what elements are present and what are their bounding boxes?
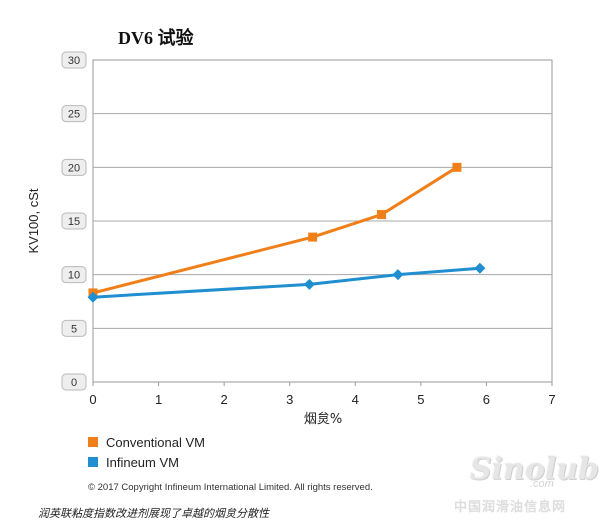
figure-caption: 润英联粘度指数改进剂展现了卓越的烟炱分散性: [38, 507, 269, 520]
y-axis-label: KV100, cSt: [26, 188, 41, 253]
series-infineum-vm: [87, 262, 486, 303]
data-point-diamond: [392, 269, 404, 281]
copyright-notice: © 2017 Copyright Infineum International …: [88, 482, 373, 493]
y-tick-label: 5: [71, 323, 77, 335]
x-tick-label: 3: [286, 392, 293, 407]
y-tick-label: 0: [71, 377, 77, 389]
watermark-site-name: 中国润滑油信息网: [454, 499, 567, 514]
y-tick-label-box: [61, 319, 87, 337]
y-tick-label: 10: [68, 270, 80, 282]
legend-swatch-infineum: [88, 457, 98, 467]
y-tick-label: 25: [68, 109, 80, 121]
legend-swatch-conventional: [88, 437, 98, 447]
x-axis-label: 烟炱%: [304, 412, 342, 427]
series-line: [92, 266, 480, 299]
legend-item-infineum-vm: Infineum VM: [88, 454, 179, 470]
data-point-diamond: [303, 278, 315, 290]
x-tick-label: 2: [221, 392, 228, 407]
y-tick-label: 15: [68, 216, 80, 228]
data-point-square: [308, 232, 318, 242]
data-point-diamond: [87, 291, 99, 303]
sinolub-watermark-logo: Sinolub .com 中国润滑油信息网: [452, 452, 599, 514]
y-tick-label: 20: [68, 162, 80, 174]
legend-label-infineum: Infineum VM: [106, 454, 179, 470]
grid-lines: [93, 113, 552, 329]
x-tick-label: 5: [417, 392, 424, 407]
chart-title: DV6 试验: [118, 28, 194, 48]
x-tick-label: 6: [483, 392, 490, 407]
y-tick-label-box: [61, 212, 87, 230]
x-tick-label: 4: [352, 392, 359, 407]
y-tick-label-box: [61, 105, 87, 123]
y-tick-label-box: [61, 158, 87, 176]
x-tick-label: 0: [89, 392, 96, 407]
legend-label-conventional: Conventional VM: [106, 434, 205, 450]
series-lines: [87, 162, 486, 303]
x-tick-label: 1: [155, 392, 162, 407]
y-tick-label-box: [61, 266, 87, 284]
data-point-diamond: [474, 262, 486, 274]
x-tick-label: 7: [548, 392, 555, 407]
series-line: [92, 166, 458, 295]
x-tick-labels: 0 1 2 3 4 5 6 7: [89, 382, 556, 407]
legend-item-conventional-vm: Conventional VM: [88, 434, 205, 450]
y-tick-labels: 0 5 10 15 20 25 30: [61, 51, 87, 391]
data-point-square: [377, 210, 387, 220]
data-point-square: [452, 162, 462, 172]
y-tick-label: 30: [68, 55, 80, 67]
watermark-brand: Sinolub: [470, 452, 599, 487]
y-tick-label-box: [61, 373, 87, 391]
watermark-domain: .com: [530, 478, 554, 490]
y-tick-label-box: [61, 51, 87, 69]
